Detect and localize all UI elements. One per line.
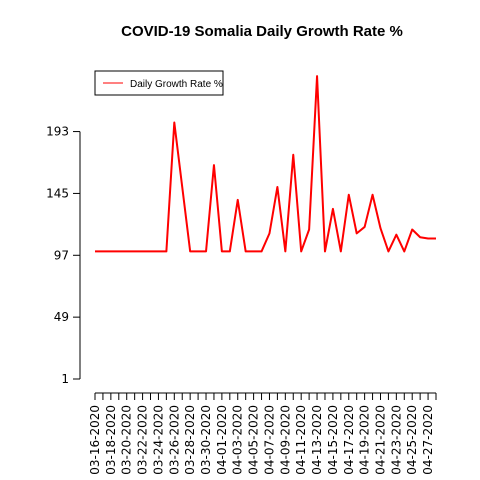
x-tick-label: 04-17-2020 [342, 405, 356, 475]
x-axis: 03-16-2020 03-18-2020 03-20-2020 03-22-2020… [88, 392, 437, 475]
y-tick-label: 193 [46, 125, 69, 139]
x-tick-label: 04-23-2020 [389, 405, 403, 475]
legend-label: Daily Growth Rate % [130, 79, 223, 90]
x-tick-label: 04-01-2020 [215, 405, 229, 475]
x-tick-label: 04-27-2020 [421, 405, 435, 475]
x-tick-label: 03-22-2020 [136, 405, 150, 475]
x-tick-label: 04-09-2020 [278, 405, 292, 475]
chart-title: COVID-19 Somalia Daily Growth Rate % [121, 23, 403, 40]
x-tick-label: 03-26-2020 [167, 405, 181, 475]
x-tick-label: 04-25-2020 [405, 405, 419, 475]
y-tick-label: 97 [54, 248, 69, 262]
x-tick-label: 04-15-2020 [326, 405, 340, 475]
x-tick-label: 03-28-2020 [183, 405, 197, 475]
x-tick-label: 03-20-2020 [120, 405, 134, 475]
x-tick-label: 03-30-2020 [199, 405, 213, 475]
x-tick-label: 04-03-2020 [231, 405, 245, 475]
series-layer [95, 75, 436, 253]
series-line-0 [95, 75, 436, 253]
y-tick-label: 1 [61, 372, 69, 386]
x-tick-label: 04-07-2020 [262, 405, 276, 475]
x-tick-label: 03-18-2020 [104, 405, 118, 475]
x-tick-label: 04-19-2020 [358, 405, 372, 475]
x-tick-label: 04-21-2020 [373, 405, 387, 475]
y-axis: 1 49 97 145 193 [46, 125, 81, 386]
y-tick-label: 145 [46, 186, 69, 200]
x-tick-label: 04-11-2020 [294, 405, 308, 475]
x-tick-label: 04-13-2020 [310, 405, 324, 475]
legend: Daily Growth Rate % [94, 70, 224, 96]
x-tick-label: 03-24-2020 [151, 405, 165, 475]
x-tick-label: 03-16-2020 [88, 405, 102, 475]
x-tick-label: 04-05-2020 [247, 405, 261, 475]
y-tick-label: 49 [54, 310, 69, 324]
